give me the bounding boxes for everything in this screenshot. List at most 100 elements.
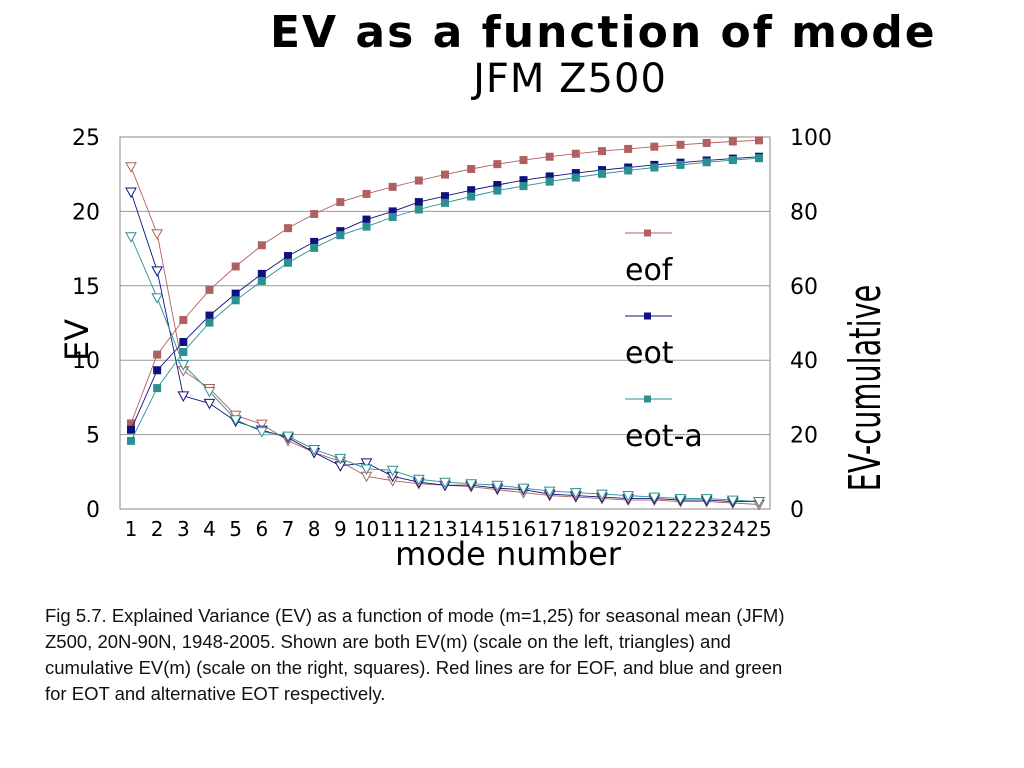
- data-point-square: [598, 147, 606, 156]
- data-point-triangle: [229, 415, 242, 426]
- data-point-square: [205, 285, 214, 294]
- data-point-square: [205, 318, 214, 327]
- data-point-triangle: [203, 398, 216, 410]
- data-point-triangle: [491, 480, 504, 492]
- y-right-tick-label: 20: [790, 424, 818, 449]
- y-axis-left-ticks: 0 5 10 15 20 25: [72, 126, 100, 523]
- data-point-square: [441, 192, 449, 201]
- data-point-triangle: [151, 293, 164, 304]
- data-point-triangle: [517, 483, 530, 495]
- y-left-tick-label: 15: [72, 275, 100, 300]
- data-point-square: [441, 198, 449, 207]
- ev-chart: EV as a function of mode JFM Z500 051015…: [58, 7, 935, 573]
- data-point-square: [127, 436, 135, 445]
- data-point-square: [414, 198, 423, 207]
- data-point-triangle: [334, 453, 347, 465]
- data-point-square: [598, 169, 606, 178]
- data-point-square: [545, 177, 554, 186]
- x-tick-label: 4: [203, 517, 216, 541]
- data-point-square: [519, 156, 528, 165]
- x-tick-label: 13: [432, 517, 457, 541]
- data-point-triangle: [700, 494, 713, 505]
- data-point-square: [676, 160, 685, 169]
- data-point-square: [284, 258, 292, 267]
- data-point-square: [231, 289, 240, 298]
- x-tick-label: 20: [615, 517, 640, 541]
- legend-marker: [644, 312, 651, 320]
- x-tick-label: 16: [511, 517, 536, 541]
- data-point-square: [676, 140, 685, 149]
- x-tick-label: 2: [151, 517, 164, 541]
- caption-line: cumulative EV(m) (scale on the right, sq…: [45, 657, 783, 678]
- figure-caption: Fig 5.7. Explained Variance (EV) as a fu…: [45, 603, 985, 707]
- caption-line: Fig 5.7. Explained Variance (EV) as a fu…: [45, 605, 785, 626]
- data-point-triangle: [203, 386, 216, 398]
- data-point-triangle: [151, 266, 164, 277]
- data-point-triangle: [596, 489, 608, 501]
- data-point-square: [493, 160, 502, 169]
- data-point-triangle: [308, 444, 321, 456]
- y-right-tick-label: 60: [790, 275, 818, 300]
- data-point-square: [179, 316, 188, 325]
- x-tick-label: 25: [746, 517, 771, 541]
- data-point-square: [545, 172, 554, 181]
- data-point-square: [545, 152, 554, 161]
- data-point-square: [414, 176, 423, 185]
- data-point-square: [441, 170, 449, 179]
- x-tick-label: 3: [177, 517, 190, 541]
- series-eot-a-cumulative: [127, 154, 763, 445]
- data-point-square: [336, 227, 345, 236]
- data-point-square: [205, 311, 214, 320]
- x-tick-label: 24: [720, 517, 745, 541]
- series-layer: [125, 136, 765, 511]
- data-point-triangle: [125, 232, 137, 243]
- data-point-square: [571, 169, 580, 178]
- data-point-triangle: [282, 431, 294, 443]
- data-point-square: [310, 237, 319, 246]
- x-tick-label: 18: [563, 517, 588, 541]
- data-point-square: [702, 158, 711, 167]
- data-point-square: [519, 182, 528, 191]
- data-point-square: [650, 142, 659, 151]
- data-point-triangle: [674, 494, 687, 505]
- x-tick-label: 21: [642, 517, 667, 541]
- data-point-square: [310, 210, 319, 219]
- legend-marker: [644, 229, 651, 237]
- data-point-square: [624, 144, 633, 153]
- data-point-triangle: [465, 479, 478, 490]
- data-point-square: [755, 136, 763, 145]
- data-point-square: [755, 154, 763, 163]
- x-tick-label: 10: [354, 517, 379, 541]
- x-axis-ticks: 1 2 3 4 5 6 7 8 9 10 11 12 13 14 15 16 17 18 19 20 21 22 23 24 2…: [125, 517, 772, 541]
- data-point-triangle: [255, 419, 268, 431]
- data-point-square: [728, 137, 737, 146]
- data-point-square: [179, 348, 188, 357]
- data-point-square: [388, 212, 397, 221]
- series-eot-cumulative: [127, 152, 763, 434]
- data-point-square: [467, 164, 476, 173]
- x-tick-label: 8: [308, 517, 321, 541]
- data-point-triangle: [255, 427, 268, 438]
- y-left-tick-label: 0: [86, 498, 100, 523]
- data-point-square: [571, 149, 580, 158]
- data-point-square: [257, 241, 266, 250]
- data-point-square: [493, 180, 502, 189]
- x-tick-label: 11: [380, 517, 405, 541]
- x-tick-label: 1: [125, 517, 138, 541]
- data-point-square: [519, 176, 528, 185]
- x-tick-label: 22: [668, 517, 693, 541]
- data-point-square: [153, 366, 162, 375]
- data-point-triangle: [569, 488, 582, 499]
- data-point-square: [493, 186, 502, 195]
- legend: eof eot eot-a: [625, 229, 703, 454]
- x-tick-label: 14: [458, 517, 483, 541]
- data-point-square: [362, 222, 371, 231]
- data-point-square: [179, 337, 188, 346]
- y-axis-right-ticks: 0 20 40 60 80 100: [790, 126, 832, 523]
- data-point-square: [310, 243, 319, 252]
- data-point-triangle: [439, 477, 451, 489]
- data-point-square: [362, 189, 371, 198]
- x-tick-label: 15: [485, 517, 510, 541]
- data-point-triangle: [177, 391, 190, 402]
- y-left-tick-label: 20: [72, 200, 100, 225]
